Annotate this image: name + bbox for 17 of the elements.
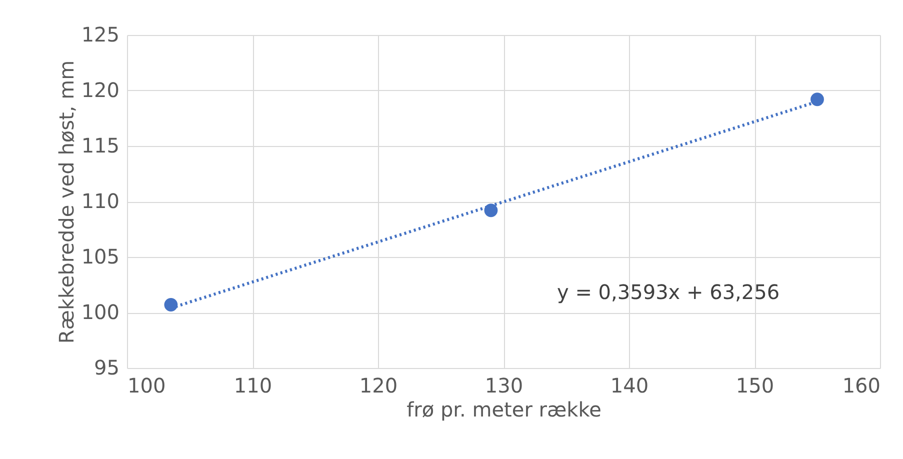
y-tick-label: 105	[81, 244, 120, 268]
x-tick-label: 110	[234, 374, 272, 398]
y-tick-label: 95	[94, 356, 120, 380]
y-tick-label: 120	[81, 78, 120, 102]
x-tick-label: 140	[610, 374, 649, 398]
x-tick-label: 160	[842, 374, 880, 398]
x-tick-label: 150	[736, 374, 774, 398]
y-tick-label: 110	[81, 189, 120, 213]
y-tick-label: 125	[81, 22, 120, 46]
x-axis-title: frø pr. meter række	[406, 398, 602, 422]
y-tick-label: 100	[81, 300, 120, 324]
annotation: y = 0,3593x + 63,256	[557, 280, 780, 304]
x-tick-label: 100	[128, 374, 166, 398]
x-tick-label: 120	[359, 374, 398, 398]
y-axis-title: Rækkebredde ved høst, mm	[54, 60, 78, 344]
x-tick-label: 130	[484, 374, 524, 398]
y-tick-label: 115	[81, 134, 120, 158]
